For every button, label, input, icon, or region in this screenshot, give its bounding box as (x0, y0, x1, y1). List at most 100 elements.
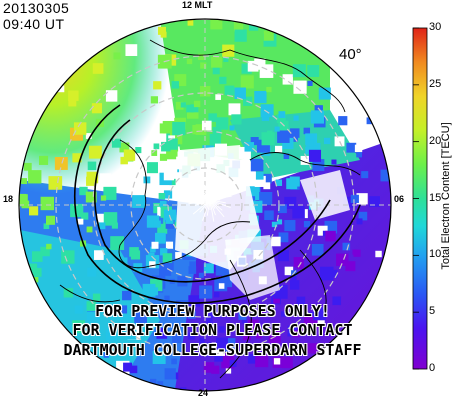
tec-cell (215, 94, 222, 100)
tec-cell (163, 170, 175, 181)
tec-cell (159, 200, 167, 208)
tec-cell (244, 142, 255, 152)
tec-cell (271, 236, 281, 247)
pole-spike (204, 191, 209, 198)
tec-cell (86, 311, 100, 325)
tec-cell (307, 65, 320, 77)
tec-cell (169, 178, 176, 186)
tec-cell (282, 137, 294, 150)
pole-spike (194, 200, 208, 206)
tec-cell (317, 225, 328, 236)
tec-cell (146, 162, 158, 174)
tec-cell (366, 117, 374, 125)
tec-cell (218, 283, 225, 289)
tec-cell (162, 253, 173, 263)
tec-cell (291, 275, 297, 281)
tec-cell (284, 196, 297, 209)
tec-cell (95, 352, 102, 358)
tec-cell (122, 257, 128, 263)
tec-cell (43, 223, 50, 230)
tec-cell (175, 101, 184, 110)
tec-cell (85, 133, 92, 139)
tec-cell (129, 247, 139, 257)
tec-cell (238, 311, 247, 320)
tec-cell (164, 368, 176, 380)
tec-cell (163, 190, 173, 199)
coastlines (59, 39, 361, 379)
pole-spike (212, 195, 232, 200)
tec-cell (110, 236, 125, 251)
tec-cell (158, 192, 166, 200)
pole-spike (211, 191, 216, 198)
mlt-label-midnight: 24 (198, 388, 209, 398)
tec-cell (174, 74, 187, 87)
tec-cell (68, 90, 79, 101)
tec-cell (309, 142, 321, 154)
tec-cell (105, 330, 118, 342)
tec-cell (119, 142, 130, 153)
tec-cell (307, 343, 318, 354)
tec-cell (283, 153, 290, 159)
tec-cell (209, 133, 221, 146)
pole-spike (212, 194, 226, 200)
tec-cell (165, 241, 174, 249)
tec-cell (231, 114, 242, 125)
tec-cell (85, 191, 97, 203)
tec-cell (361, 171, 369, 179)
tec-cell (148, 252, 155, 259)
tec-cell (157, 381, 164, 388)
tec-cell (369, 196, 380, 208)
tec-cell (151, 150, 158, 156)
tec-cell (358, 211, 368, 221)
meridian-grid (19, 19, 391, 391)
tec-cell (120, 314, 132, 327)
tec-cell (199, 337, 205, 344)
tec-cell (159, 153, 168, 161)
pole-spike (210, 179, 218, 198)
tec-cell (46, 243, 52, 250)
pole-spike (194, 196, 208, 200)
tec-cell (258, 308, 264, 315)
tec-cell (92, 293, 101, 301)
tec-cell (122, 290, 132, 301)
tec-cell (28, 170, 42, 184)
tec-cell (223, 56, 229, 62)
tec-cell (307, 80, 313, 86)
tec-cell (164, 295, 170, 301)
tec-cell (221, 272, 232, 282)
tec-cell (259, 191, 273, 206)
tec-cell (264, 210, 274, 221)
pole-spike (210, 184, 214, 198)
map-border (18, 18, 392, 392)
pole-spike (212, 200, 231, 208)
tec-cell (19, 194, 28, 207)
time-label: 09:40 UT (3, 16, 65, 32)
tec-cell (57, 85, 65, 93)
tec-cell (292, 206, 305, 219)
pole-spike (212, 201, 223, 211)
tec-cell (334, 136, 345, 147)
tec-cell (211, 56, 223, 68)
tec-cell (292, 330, 300, 338)
tec-cell (103, 308, 113, 317)
pole-spike (201, 201, 208, 206)
tec-cell (254, 58, 266, 70)
tec-cell (187, 19, 194, 26)
tec-cell (189, 261, 196, 269)
tec-cell (214, 353, 223, 362)
tec-cell (324, 220, 338, 234)
tec-cell (179, 387, 187, 391)
tec-cell (186, 104, 194, 113)
tec-cell (356, 151, 363, 158)
tec-cell (277, 219, 283, 225)
tec-cell (192, 124, 202, 135)
tec-cell (23, 162, 32, 171)
pole-spike (201, 194, 208, 199)
tec-cell (234, 87, 246, 100)
tec-cell (262, 173, 272, 184)
tec-cell (152, 351, 166, 365)
tec-cell (169, 312, 176, 319)
tec-cell (309, 312, 315, 318)
tec-cell (86, 171, 99, 184)
tec-cell (150, 378, 157, 386)
